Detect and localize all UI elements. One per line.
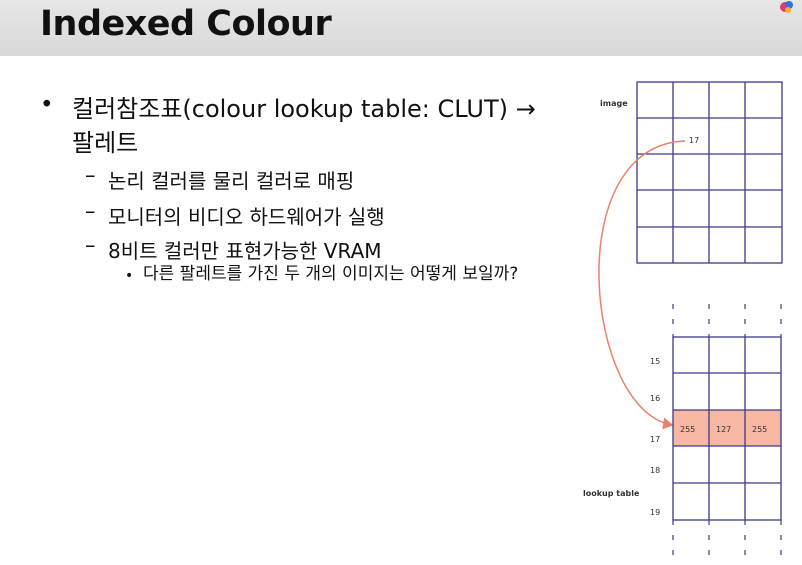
title-bar: Indexed Colour <box>0 0 802 56</box>
row-index-17: 17 <box>650 435 660 444</box>
sub-bullet-3: 8비트 컬러만 표현가능한 VRAM <box>108 239 382 263</box>
bullet-dot: • <box>125 268 134 284</box>
image-grid <box>636 81 783 264</box>
dash-marker: – <box>85 163 96 187</box>
highlight-value-r: 255 <box>680 425 695 434</box>
sub-bullet-1: 논리 컬러를 물리 컬러로 매핑 <box>108 169 355 193</box>
row-index-18: 18 <box>650 466 660 475</box>
dash-marker: – <box>85 199 96 223</box>
image-pixel-value: 17 <box>689 136 699 145</box>
row-index-19: 19 <box>650 508 660 517</box>
row-index-16: 16 <box>650 394 660 403</box>
image-label: image <box>600 99 628 108</box>
sub-bullet-2: 모니터의 비디오 하드웨어가 실행 <box>108 205 385 229</box>
highlight-value-b: 255 <box>752 425 767 434</box>
dash-marker: – <box>85 233 96 257</box>
bullet-main: 컬러참조표(colour lookup table: CLUT) → 팔레트 <box>72 95 536 157</box>
row-index-15: 15 <box>650 357 660 366</box>
logo-icon <box>780 1 793 13</box>
slide-title: Indexed Colour <box>40 4 332 44</box>
mapping-arrow <box>598 140 686 430</box>
sub-sub-bullet: 다른 팔레트를 가진 두 개의 이미지는 어떻게 보일까? <box>143 264 519 284</box>
lookup-table-grid <box>672 304 782 555</box>
highlight-value-g: 127 <box>716 425 731 434</box>
lookup-table-label: lookup table <box>583 489 640 498</box>
bullet-dot: • <box>40 92 54 118</box>
